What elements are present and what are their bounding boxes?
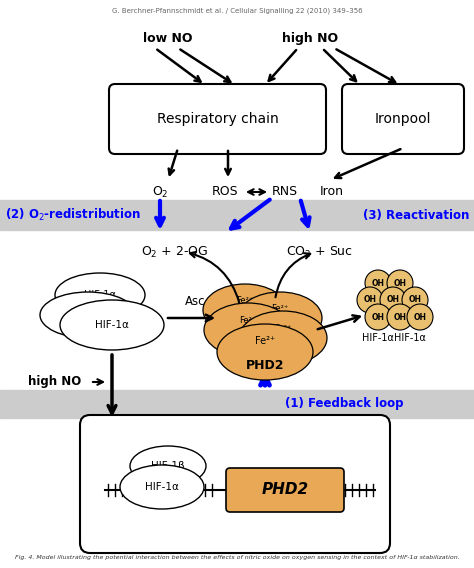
FancyBboxPatch shape xyxy=(109,84,326,154)
Ellipse shape xyxy=(40,292,136,338)
Text: Respiratory chain: Respiratory chain xyxy=(156,112,278,126)
Text: HIF-1α: HIF-1α xyxy=(72,310,104,320)
Ellipse shape xyxy=(55,273,145,317)
Text: Asc: Asc xyxy=(185,295,205,308)
Ellipse shape xyxy=(204,303,292,357)
Text: low NO: low NO xyxy=(143,32,193,45)
Text: (1) Feedback loop: (1) Feedback loop xyxy=(285,398,403,411)
Ellipse shape xyxy=(130,446,206,486)
Circle shape xyxy=(387,270,413,296)
Text: (3) Reactivation: (3) Reactivation xyxy=(363,208,469,222)
Text: OH: OH xyxy=(372,312,384,321)
Text: OH: OH xyxy=(364,295,376,304)
Text: OH: OH xyxy=(372,278,384,287)
Text: HIF-1α: HIF-1α xyxy=(145,482,179,492)
Circle shape xyxy=(365,270,391,296)
Text: Fig. 4. Model illustrating the potential interaction between the effects of nitr: Fig. 4. Model illustrating the potential… xyxy=(15,555,459,560)
Text: PHD2: PHD2 xyxy=(228,316,262,327)
Circle shape xyxy=(357,287,383,313)
Text: ROS: ROS xyxy=(212,185,238,198)
Text: HIF-1α: HIF-1α xyxy=(95,320,129,330)
Text: G. Berchner-Pfannschmidt et al. / Cellular Signalling 22 (2010) 349–356: G. Berchner-Pfannschmidt et al. / Cellul… xyxy=(112,8,362,15)
Text: CO$_2$ + Suc: CO$_2$ + Suc xyxy=(286,245,354,260)
Text: Fe²⁺: Fe²⁺ xyxy=(237,296,254,305)
Text: HIF-1α: HIF-1α xyxy=(362,333,394,343)
Text: OH: OH xyxy=(393,278,407,287)
Text: Iron: Iron xyxy=(320,185,344,198)
Circle shape xyxy=(365,304,391,330)
Circle shape xyxy=(407,304,433,330)
Ellipse shape xyxy=(239,311,327,365)
Bar xyxy=(0,390,474,418)
Text: O$_2$ + 2-OG: O$_2$ + 2-OG xyxy=(141,245,209,260)
Text: PHD2: PHD2 xyxy=(263,324,297,335)
Text: Fe²⁺: Fe²⁺ xyxy=(239,316,257,324)
Text: Ironpool: Ironpool xyxy=(375,112,431,126)
Ellipse shape xyxy=(238,292,322,344)
Text: (2) O$_2$-redistribution: (2) O$_2$-redistribution xyxy=(5,207,141,223)
Text: HIF-1β: HIF-1β xyxy=(151,461,185,471)
Ellipse shape xyxy=(120,465,204,509)
Ellipse shape xyxy=(60,300,164,350)
Text: PHD2: PHD2 xyxy=(262,482,309,498)
Text: PHD2: PHD2 xyxy=(266,345,300,355)
Circle shape xyxy=(387,304,413,330)
Ellipse shape xyxy=(203,284,287,336)
Text: RNS: RNS xyxy=(272,185,298,198)
Bar xyxy=(0,200,474,230)
Text: OH: OH xyxy=(413,312,427,321)
Text: Fe²⁺: Fe²⁺ xyxy=(255,336,275,346)
Text: OH: OH xyxy=(409,295,421,304)
Text: high NO: high NO xyxy=(28,375,81,389)
Text: HIF-1α: HIF-1α xyxy=(84,290,116,300)
Text: HIF-1α: HIF-1α xyxy=(394,333,426,343)
Circle shape xyxy=(380,287,406,313)
Text: O$_2$: O$_2$ xyxy=(152,185,168,200)
FancyBboxPatch shape xyxy=(80,415,390,553)
Text: high NO: high NO xyxy=(282,32,338,45)
Circle shape xyxy=(402,287,428,313)
Text: Fe²⁺: Fe²⁺ xyxy=(271,304,289,313)
Text: OH: OH xyxy=(386,295,400,304)
Text: Fe²⁺: Fe²⁺ xyxy=(274,324,292,333)
FancyBboxPatch shape xyxy=(342,84,464,154)
Text: OH: OH xyxy=(393,312,407,321)
Ellipse shape xyxy=(217,324,313,380)
FancyBboxPatch shape xyxy=(226,468,344,512)
Text: PHD: PHD xyxy=(235,337,261,346)
Text: PHD2: PHD2 xyxy=(246,359,284,372)
